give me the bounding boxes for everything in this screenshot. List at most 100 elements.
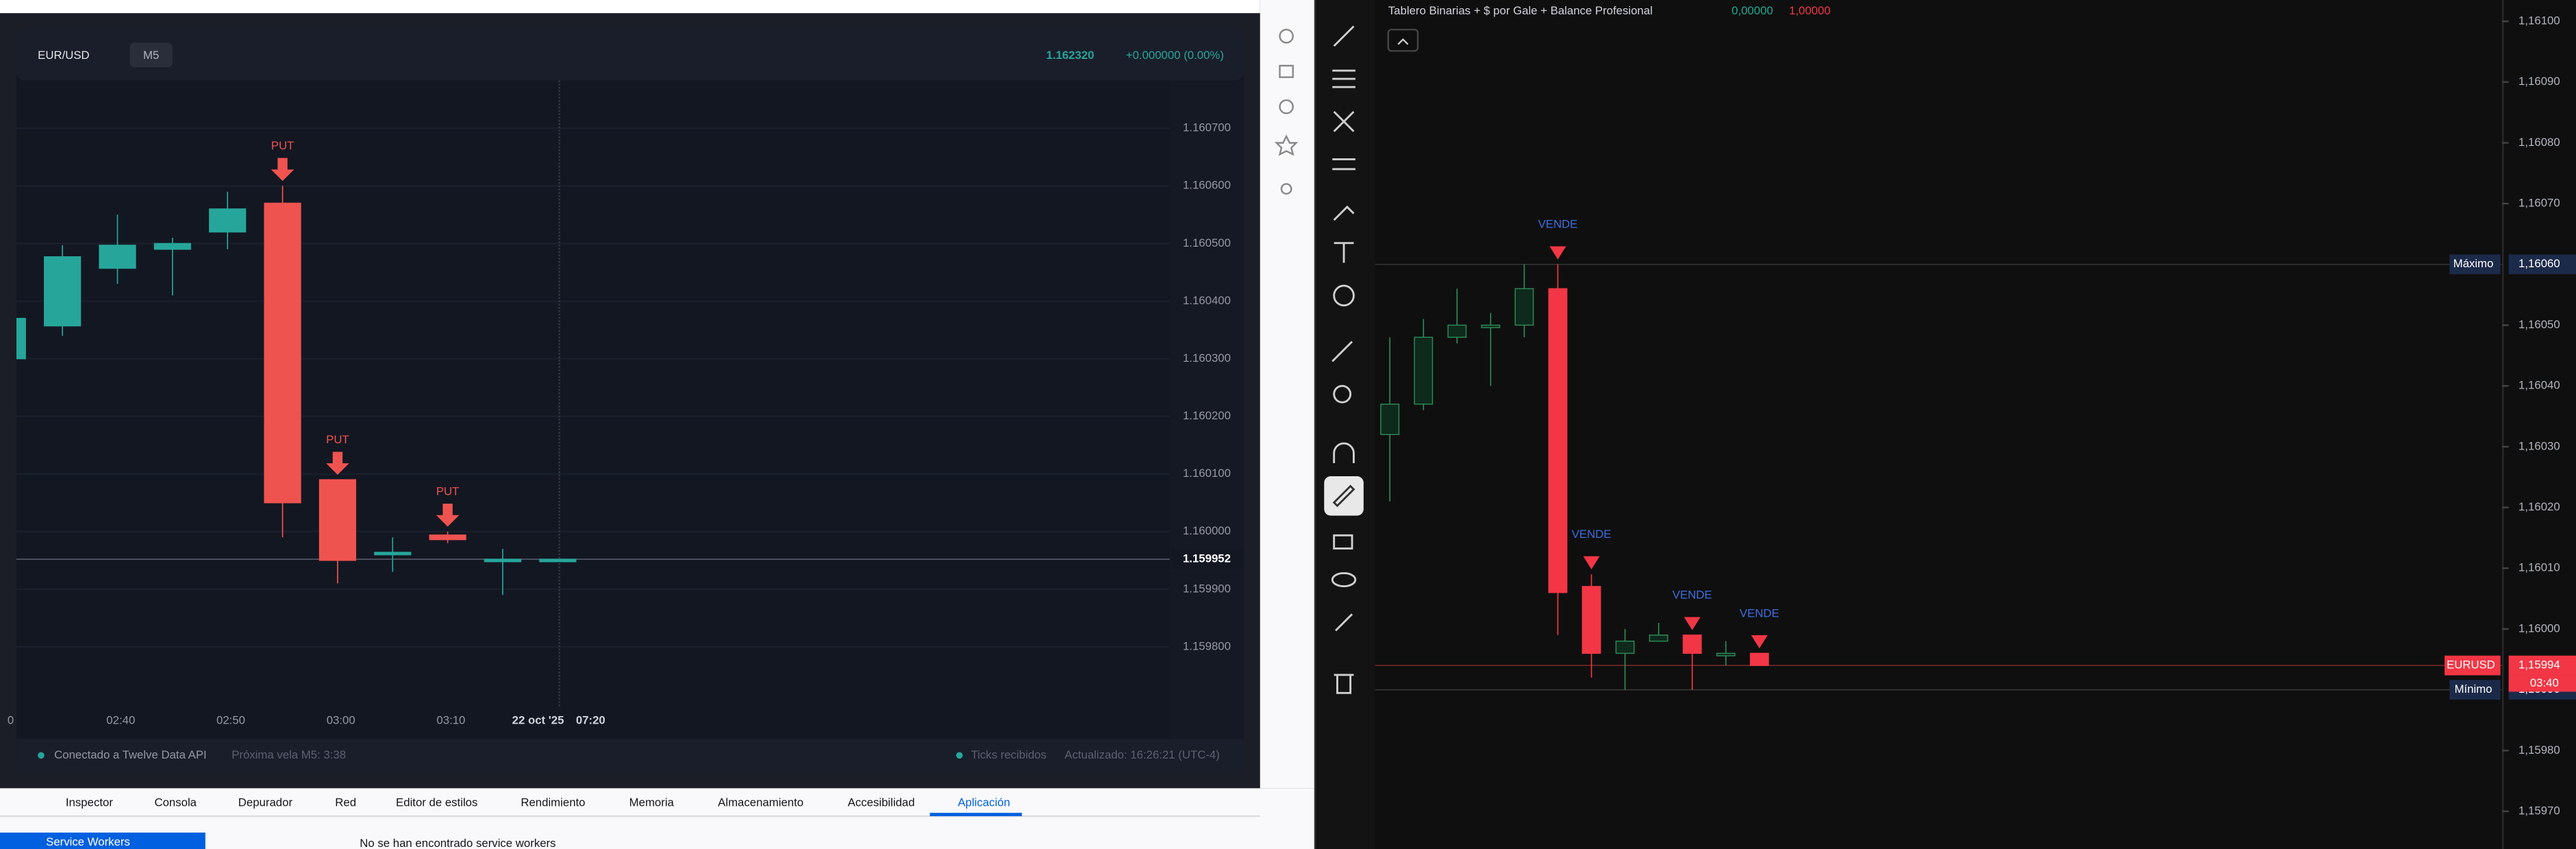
x-tick-label: 03:10 [436,714,465,727]
candle-body [209,208,247,233]
timeframe: M5 [143,49,159,62]
max-price: 1,16060 [2518,257,2560,270]
signal-label: VENDE [1572,528,1612,541]
y-tick-label: 1,16010 [2518,561,2560,574]
collapse-icon [1397,38,1409,45]
signal-label: PUT [436,485,460,498]
candle-body [1548,288,1568,593]
y-tick-label: 1,16090 [2518,75,2560,88]
symbol: EUR/USD [38,49,90,62]
indicator-title: Tablero Binarias + $ por Gale + Balance … [1388,4,1653,17]
devtools-tab[interactable]: Memoria [629,796,675,809]
devtools-tab[interactable]: Red [335,796,356,809]
countdown: 03:40 [2530,676,2559,689]
signal-arrow [436,504,460,527]
signal-arrow [271,158,295,182]
status-dot [38,752,45,759]
status: Conectado a Twelve Data API [54,748,207,761]
y-tick-label: 1.160700 [1183,121,1231,134]
devtools-message: No se han encontrado service workers [360,837,555,849]
tool-active[interactable] [1324,476,1364,516]
candle-body [1447,324,1467,338]
min-name-tag [2449,680,2501,700]
last-price-tag [1171,549,1244,569]
signal-arrow [1583,556,1600,569]
candle-body [1380,404,1400,435]
drawing-toolbar [1316,0,1375,849]
y-tick-label: 1.160300 [1183,352,1231,365]
candle-body [539,558,577,563]
candle-body [1682,635,1702,654]
candle-body [1749,652,1769,666]
devtools [0,788,1314,849]
y-tick-label: 1,16100 [2518,14,2560,27]
status-bar [16,739,1244,772]
candle-body [374,552,412,556]
ticks: Ticks recibidos [971,748,1047,761]
candle-body [1414,336,1434,405]
timeframe-badge [129,42,173,68]
price: 1.162320 [1046,49,1094,62]
sidebar-selected[interactable] [0,833,205,849]
signal-arrow [1751,635,1768,649]
last-name-tag [2444,655,2501,676]
y-tick-label: 1.160400 [1183,294,1231,307]
countdown-tag [2508,675,2576,692]
candle-body [153,243,191,250]
candle-body [1716,652,1736,656]
max-price-tag [2508,254,2576,275]
crosshair-date: 22 oct '25 [512,714,564,727]
last-price-tag [2508,655,2576,676]
left-candles [16,186,577,595]
devtools-tab[interactable]: Consola [154,796,197,809]
candle-body [318,479,357,561]
devtools-tab[interactable]: Aplicación [958,796,1010,809]
last-name: EURUSD [2447,659,2495,672]
devtools-tab[interactable]: Accesibilidad [848,796,915,809]
x-tick-label: 03:00 [327,714,355,727]
y-tick-label: 1,15980 [2518,743,2560,756]
x-tick-label: 02:50 [216,714,245,727]
devtools-tab[interactable]: Almacenamiento [718,796,803,809]
chart-panel [16,29,1244,772]
min-name: Mínimo [2455,682,2492,696]
devtools-tab[interactable]: Depurador [238,796,293,809]
last-price: 1,15994 [2518,659,2560,672]
updated: Actualizado: 16:26:21 (UTC-4) [1064,748,1220,761]
right-axis-border [2502,0,2504,849]
signal-label: VENDE [1673,589,1712,602]
y-tick-label: 1,16040 [2518,379,2560,392]
y-tick-label: 1,16070 [2518,197,2560,210]
chart-header [16,29,1244,81]
candle-body [1649,635,1668,642]
last-price: 1.159952 [1183,552,1231,565]
toolbar-icons [1331,25,1357,694]
candle-body [1514,288,1534,326]
y-tick-label: 1.159800 [1183,639,1231,652]
y-tick-label: 1,16000 [2518,622,2560,635]
y-tick-label: 1,16020 [2518,500,2560,513]
candle-body [99,245,136,269]
signal-label: PUT [271,139,295,152]
devtools-tab[interactable]: Inspector [66,796,113,809]
devtools-tab[interactable]: Rendimiento [521,796,585,809]
indicator-red: 1,00000 [1789,4,1831,17]
candle-body [264,202,301,504]
signal-label: VENDE [1538,218,1578,231]
devtools-tab[interactable]: Editor de estilos [396,796,477,809]
next-candle: Próxima vela M5: 3:38 [232,748,346,761]
indicator-green: 0,00000 [1731,4,1773,17]
candle-body [44,256,82,327]
ticks-dot [955,752,963,759]
candle-body [484,558,522,563]
candle-body [429,534,466,541]
x-tick-label: 0 [8,714,14,727]
devtools-side [1260,0,1314,789]
collapse-button[interactable] [1387,28,1419,52]
signal-label: PUT [326,433,349,446]
y-tick-label: 1.160600 [1183,179,1231,192]
max-name-tag [2449,254,2501,275]
x-tick-label: 02:40 [106,714,135,727]
y-tick-label: 1,15970 [2518,804,2560,817]
